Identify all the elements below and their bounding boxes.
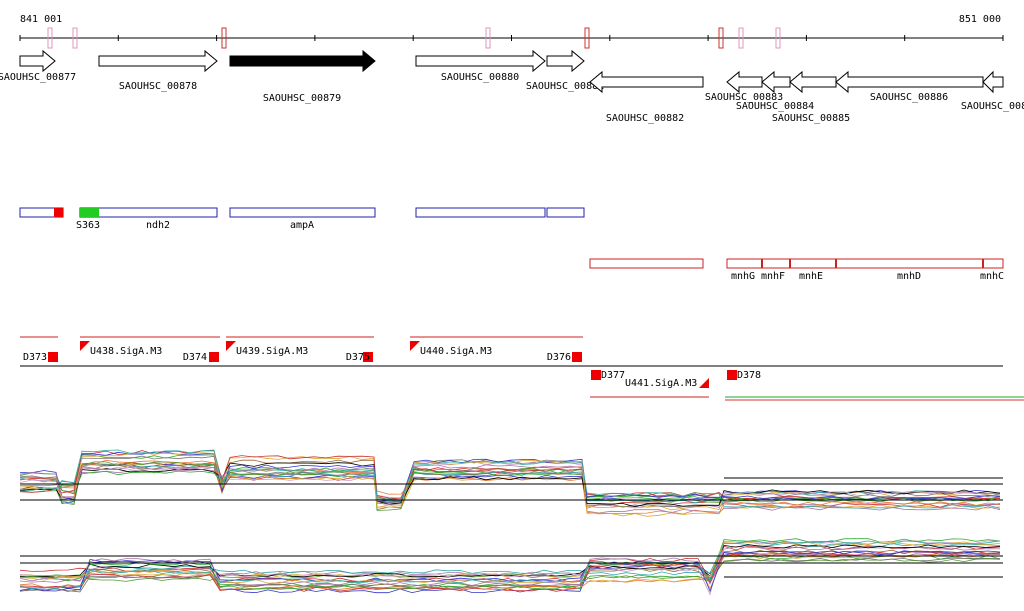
- segment-label: U440.SigA.M3: [420, 346, 492, 357]
- gene-arrow: [726, 70, 763, 94]
- region-fill: [54, 208, 63, 217]
- region-box: [415, 207, 546, 218]
- feature-mark: [775, 27, 781, 49]
- feature-mark: [47, 27, 53, 49]
- expression-trace: [19, 461, 1000, 501]
- segment-block: [48, 352, 58, 362]
- expression-trace: [19, 467, 1001, 502]
- gene-arrow: [982, 70, 1004, 94]
- gene-arrow: [789, 70, 837, 94]
- region-label: S363: [76, 220, 100, 231]
- gene-arrow: [835, 70, 984, 94]
- segment-label: D373: [23, 352, 47, 363]
- region-box: [79, 207, 218, 218]
- segment-label: U439.SigA.M3: [236, 346, 308, 357]
- segment-block: [209, 352, 219, 362]
- operon-label: mnhC: [980, 271, 1004, 282]
- gene-label: SAOUHSC_00883: [705, 92, 783, 103]
- ruler-start: 841 001: [20, 14, 62, 25]
- gene-label: SAOUHSC_00879: [263, 93, 341, 104]
- gene-label: SAOUHSC_00881: [526, 81, 604, 92]
- region-label: ampA: [290, 220, 314, 231]
- feature-mark: [584, 27, 590, 49]
- segment-block: [572, 352, 582, 362]
- expression-trace: [19, 545, 1001, 583]
- gene-arrow: [761, 70, 791, 94]
- expression-trace: [19, 544, 1001, 578]
- segment-flag: [226, 341, 236, 351]
- gene-label: SAOUHSC_00880: [441, 72, 519, 83]
- segment-label: D374: [183, 352, 207, 363]
- region-label: ndh2: [146, 220, 170, 231]
- feature-mark: [738, 27, 744, 49]
- expression-trace: [19, 550, 1001, 592]
- segment-label: D375: [346, 352, 370, 363]
- segment-label: U441.SigA.M3: [625, 378, 697, 389]
- segment-label: D377: [601, 370, 625, 381]
- segment-flag: [410, 341, 420, 351]
- segment-label: U438.SigA.M3: [90, 346, 162, 357]
- gene-arrow: [415, 49, 546, 73]
- region-box: [229, 207, 376, 218]
- region-fill: [80, 208, 99, 217]
- gene-arrow: [98, 49, 218, 73]
- operon-label: mnhE: [799, 271, 823, 282]
- gene-label: SAOUHSC_00885: [772, 113, 850, 124]
- gene-arrow: [546, 49, 585, 73]
- segment-label: D376: [547, 352, 571, 363]
- gene-label: SAOUHSC_00878: [119, 81, 197, 92]
- operon-label: mnhF: [761, 271, 785, 282]
- gene-arrow: [229, 49, 376, 73]
- segment-block: [727, 370, 737, 380]
- segment-flag: [699, 378, 709, 388]
- gene-label: SAOUHSC_00884: [736, 101, 814, 112]
- region-box: [546, 207, 585, 218]
- operon-box: [726, 258, 1004, 269]
- expression-trace: [19, 450, 1001, 501]
- expression-trace: [19, 546, 1001, 584]
- operon-box: [589, 258, 704, 269]
- feature-mark: [485, 27, 491, 49]
- operon-label: mnhD: [897, 271, 921, 282]
- feature-mark: [221, 27, 227, 49]
- gene-label: SAOUHSC_00886: [870, 92, 948, 103]
- feature-mark: [72, 27, 78, 49]
- expression-trace: [19, 449, 1001, 509]
- feature-mark: [718, 27, 724, 49]
- segment-block: [363, 352, 373, 362]
- operon-label: mnhG: [731, 271, 755, 282]
- gene-arrow: [589, 70, 704, 94]
- gene-label: SAOUHSC_00877: [0, 72, 76, 83]
- expression-trace: [19, 459, 1001, 511]
- gene-label: SAOUHSC_00887: [961, 101, 1024, 112]
- segment-block: [591, 370, 601, 380]
- segment-flag: [80, 341, 90, 351]
- ruler-end: 851 000: [959, 14, 1001, 25]
- expression-trace: [19, 540, 1001, 590]
- segment-label: D378: [737, 370, 761, 381]
- expression-trace: [19, 454, 1001, 505]
- gene-arrow: [19, 49, 56, 73]
- gene-label: SAOUHSC_00882: [606, 113, 684, 124]
